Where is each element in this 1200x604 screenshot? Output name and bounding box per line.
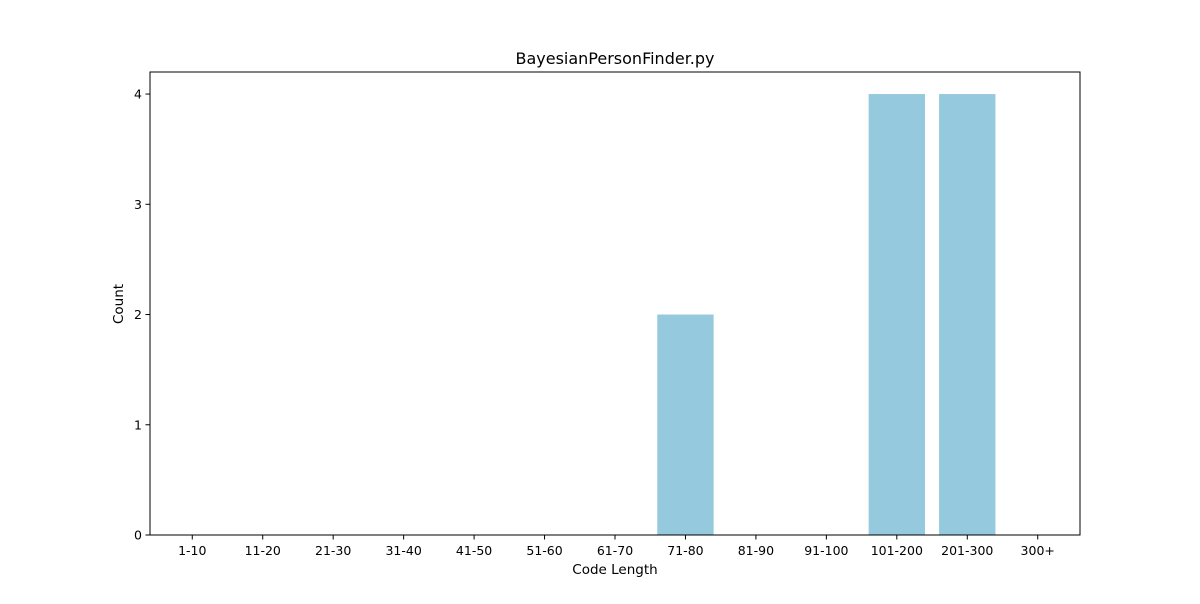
y-tick-label: 1 (134, 417, 142, 432)
y-axis-label: Count (111, 284, 127, 324)
x-tick-label: 201-300 (941, 543, 993, 558)
x-tick-label: 61-70 (597, 543, 633, 558)
x-tick-label: 71-80 (667, 543, 703, 558)
y-axis: 0 1 2 3 4 (134, 87, 150, 543)
y-tick-label: 3 (134, 197, 142, 212)
x-tick-label: 81-90 (738, 543, 774, 558)
y-tick-label: 2 (134, 307, 142, 322)
x-tick-label: 21-30 (315, 543, 351, 558)
y-tick-label: 4 (134, 87, 142, 102)
bar (868, 94, 925, 536)
x-axis: 1-10 11-20 21-30 31-40 41-50 51-60 61-70 71-80 8… (178, 535, 1055, 558)
x-tick-label: 300+ (1021, 543, 1055, 558)
x-axis-label: Code Length (572, 562, 657, 578)
x-tick-label: 51-60 (526, 543, 562, 558)
x-tick-label: 41-50 (456, 543, 492, 558)
x-tick-label: 1-10 (178, 543, 206, 558)
bar (657, 314, 714, 535)
x-tick-label: 31-40 (385, 543, 421, 558)
x-tick-label: 101-200 (871, 543, 923, 558)
chart-title: BayesianPersonFinder.py (515, 49, 714, 68)
x-tick-label: 91-100 (804, 543, 848, 558)
bar (939, 94, 996, 536)
bars-group (657, 94, 996, 536)
x-tick-label: 11-20 (245, 543, 281, 558)
y-tick-label: 0 (134, 528, 142, 543)
